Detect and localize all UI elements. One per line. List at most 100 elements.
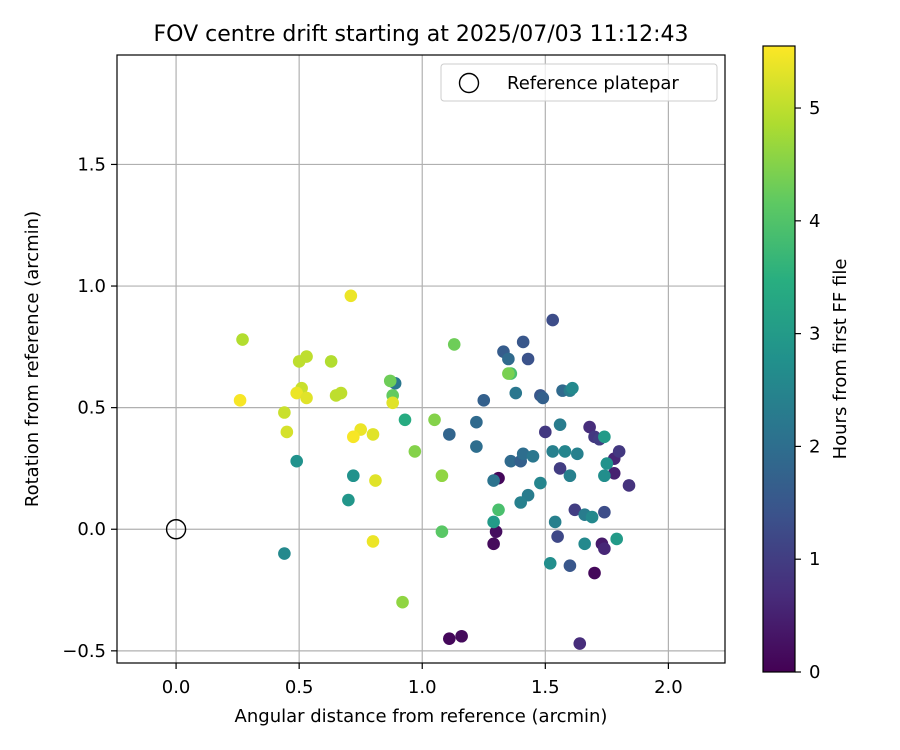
scatter-point bbox=[290, 454, 303, 468]
scatter-point bbox=[598, 430, 611, 444]
scatter-point bbox=[489, 525, 503, 538]
y-tick-label: 0.5 bbox=[77, 398, 106, 419]
scatter-point bbox=[598, 469, 611, 483]
colorbar-gradient bbox=[762, 45, 796, 673]
scatter-point bbox=[278, 547, 291, 560]
scatter-point bbox=[428, 413, 441, 427]
x-tick-label: 0.0 bbox=[162, 677, 191, 698]
x-axis-ticks: 0.0 0.5 1.0 1.5 2.0 bbox=[162, 663, 683, 698]
scatter-point bbox=[534, 476, 547, 490]
scatter-point bbox=[553, 462, 567, 475]
scatter-point bbox=[578, 537, 591, 551]
scatter-point bbox=[435, 469, 449, 483]
scatter-point bbox=[622, 479, 636, 492]
scatter-point bbox=[477, 394, 491, 407]
scatter-point bbox=[487, 537, 500, 551]
scatter-point bbox=[233, 394, 247, 407]
scatter-point bbox=[278, 406, 291, 419]
scatter-point bbox=[300, 391, 313, 405]
scatter-point bbox=[369, 474, 382, 487]
colorbar-tick-label: 5 bbox=[809, 98, 820, 119]
scatter-point bbox=[526, 449, 540, 463]
scatter-point bbox=[347, 430, 360, 444]
scatter-point bbox=[566, 381, 579, 395]
scatter-point bbox=[366, 535, 380, 548]
scatter-point bbox=[607, 467, 621, 480]
scatter-point bbox=[573, 637, 587, 650]
x-axis-label: Angular distance from reference (arcmin) bbox=[235, 706, 608, 727]
scatter-points bbox=[233, 289, 636, 650]
scatter-point bbox=[509, 386, 523, 400]
scatter-point bbox=[300, 350, 313, 363]
scatter-point bbox=[236, 333, 249, 346]
scatter-point bbox=[598, 505, 611, 519]
scatter-point bbox=[588, 566, 601, 580]
scatter-point bbox=[514, 496, 527, 509]
scatter-point bbox=[546, 313, 559, 327]
legend-frame bbox=[440, 63, 718, 102]
scatter-point bbox=[568, 503, 582, 517]
scatter-point bbox=[585, 510, 599, 524]
scatter-point bbox=[344, 289, 358, 303]
scatter-point bbox=[563, 469, 577, 483]
scatter-point bbox=[347, 469, 360, 483]
scatter-point bbox=[324, 355, 338, 368]
scatter-point bbox=[600, 457, 614, 470]
grid-lines bbox=[117, 55, 725, 663]
colorbar-tick-label: 2 bbox=[809, 436, 820, 457]
scatter-point bbox=[548, 515, 562, 529]
x-tick-label: 0.5 bbox=[285, 677, 314, 698]
y-axis-ticks: −0.5 0.0 0.5 1.0 1.5 bbox=[62, 154, 117, 662]
scatter-point bbox=[443, 632, 456, 645]
y-tick-label: 1.5 bbox=[77, 154, 106, 175]
scatter-point bbox=[571, 447, 584, 461]
colorbar-tick-label: 3 bbox=[809, 324, 820, 345]
scatter-point bbox=[610, 532, 623, 546]
scatter-point bbox=[398, 413, 412, 427]
chart-title: FOV centre drift starting at 2025/07/03 … bbox=[154, 22, 689, 47]
scatter-point bbox=[492, 503, 505, 517]
scatter-point bbox=[553, 418, 567, 431]
scatter-point bbox=[487, 515, 500, 529]
scatter-point bbox=[408, 445, 422, 458]
scatter-point bbox=[546, 445, 559, 458]
legend-reference-marker bbox=[458, 72, 480, 94]
scatter-point bbox=[539, 425, 552, 439]
scatter-point bbox=[583, 420, 596, 434]
plot-area-frame bbox=[116, 54, 726, 664]
scatter-point bbox=[598, 542, 611, 555]
scatter-point bbox=[443, 428, 456, 441]
scatter-point bbox=[366, 428, 380, 441]
colorbar-tick-label: 0 bbox=[809, 662, 820, 683]
scatter-point bbox=[290, 386, 303, 400]
colorbar-tick-label: 1 bbox=[809, 549, 820, 570]
scatter-point bbox=[386, 396, 399, 410]
reference-platepar-marker bbox=[165, 519, 187, 540]
scatter-point bbox=[521, 352, 535, 366]
scatter-point bbox=[280, 425, 294, 439]
y-tick-label: −0.5 bbox=[62, 641, 106, 662]
x-tick-label: 2.0 bbox=[654, 677, 683, 698]
scatter-point bbox=[383, 374, 397, 388]
scatter-point bbox=[504, 454, 518, 468]
scatter-point bbox=[516, 447, 530, 461]
scatter-point bbox=[470, 415, 483, 429]
y-axis-label: Rotation from reference (arcmin) bbox=[22, 211, 43, 507]
y-tick-label: 1.0 bbox=[77, 276, 106, 297]
colorbar-tick-label: 4 bbox=[809, 211, 820, 232]
x-tick-label: 1.0 bbox=[408, 677, 437, 698]
scatter-point bbox=[563, 559, 577, 573]
scatter-point bbox=[435, 525, 449, 538]
scatter-point bbox=[502, 352, 515, 366]
reference-marker bbox=[165, 519, 187, 540]
scatter-point bbox=[551, 530, 564, 543]
legend-entry-reference: Reference platepar bbox=[507, 73, 679, 94]
x-tick-label: 1.5 bbox=[531, 677, 560, 698]
scatter-point bbox=[487, 474, 500, 487]
scatter-point bbox=[516, 335, 530, 349]
legend: Reference platepar bbox=[440, 63, 718, 102]
colorbar: 0 1 2 3 4 5 Hours from first FF file bbox=[762, 45, 851, 683]
colorbar-ticks: 0 1 2 3 4 5 bbox=[795, 98, 820, 683]
scatter-point bbox=[334, 386, 348, 400]
